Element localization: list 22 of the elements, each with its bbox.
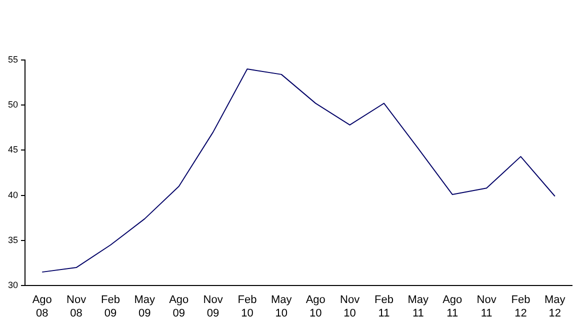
x-tick-label: Feb 10	[238, 294, 257, 320]
x-tick-label: Nov 08	[66, 294, 87, 320]
x-tick-label: Nov 11	[476, 294, 497, 320]
x-tick-label: Ago 09	[169, 294, 189, 320]
x-tick-label: May 10	[271, 294, 292, 320]
y-tick-label: 40	[8, 190, 18, 200]
x-tick-label: May 12	[544, 294, 566, 320]
x-tick-label: Feb 12	[511, 294, 530, 320]
x-tick-label: Ago 10	[306, 294, 326, 320]
y-tick-label: 50	[8, 100, 18, 110]
x-tick-label: Feb 11	[374, 294, 394, 320]
y-tick-label: 45	[8, 144, 18, 155]
y-tick-label: 55	[8, 54, 18, 64]
x-tick-label: Ago 08	[32, 294, 52, 320]
x-tick-label: Nov 10	[340, 294, 360, 320]
x-tick-label: May 09	[134, 294, 156, 320]
y-tick-label: 30	[8, 280, 18, 290]
x-tick-label: Ago 11	[442, 294, 462, 320]
y-tick-label: 35	[8, 234, 18, 245]
x-tick-label: May 11	[408, 294, 430, 320]
x-tick-label: Nov 09	[203, 294, 224, 320]
x-tick-label: Feb 09	[100, 294, 120, 320]
